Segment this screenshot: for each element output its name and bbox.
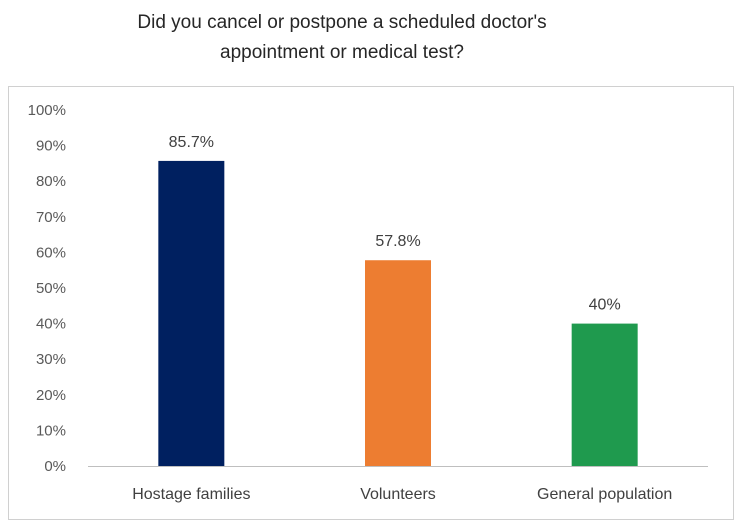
y-tick-label: 30% xyxy=(36,351,66,368)
data-labels: 85.7% 57.8% 40% xyxy=(169,134,621,314)
data-label: 57.8% xyxy=(375,233,420,250)
y-tick-label: 50% xyxy=(36,280,66,297)
category-label: Volunteers xyxy=(360,486,436,503)
plot-frame xyxy=(8,86,734,520)
y-tick-label: 60% xyxy=(36,244,66,261)
data-label: 85.7% xyxy=(169,134,214,151)
y-tick-label: 10% xyxy=(36,422,66,439)
y-tick-label: 80% xyxy=(36,173,66,190)
data-label: 40% xyxy=(589,297,621,314)
y-tick-label: 20% xyxy=(36,387,66,404)
y-tick-label: 100% xyxy=(28,102,66,119)
category-label: General population xyxy=(537,486,672,503)
bars xyxy=(158,160,638,466)
y-tick-label: 40% xyxy=(36,316,66,333)
bar xyxy=(158,160,225,466)
bar xyxy=(365,260,431,466)
y-tick-label: 0% xyxy=(44,458,66,475)
y-tick-label: 70% xyxy=(36,209,66,226)
chart-title: Did you cancel or postpone a scheduled d… xyxy=(137,12,547,63)
category-label: Hostage families xyxy=(132,486,250,503)
category-labels: Hostage families Volunteers General popula… xyxy=(132,486,672,503)
bar xyxy=(571,323,638,466)
y-axis-ticks: 0% 10% 20% 30% 40% 50% 60% 70% 80% 90% 100% xyxy=(28,102,66,475)
y-tick-label: 90% xyxy=(36,138,66,155)
